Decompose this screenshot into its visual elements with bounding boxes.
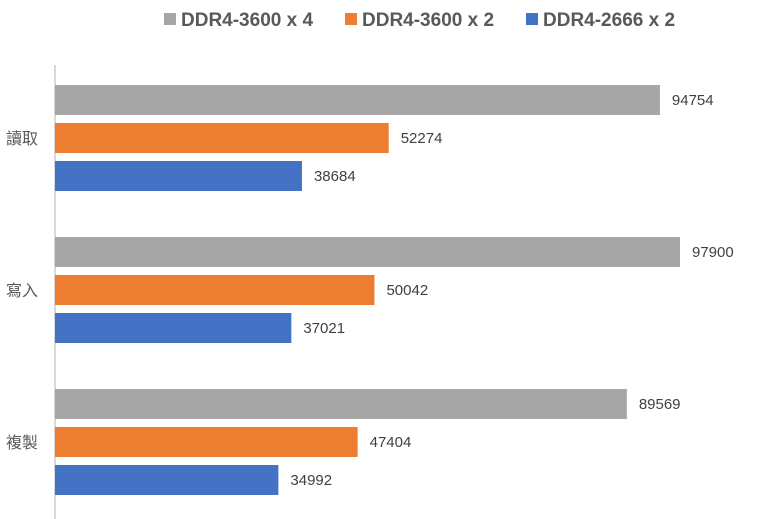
legend-label-2: DDR4-3600 x 2 — [362, 10, 494, 31]
legend-label-3: DDR4-2666 x 2 — [543, 10, 675, 31]
legend: DDR4-3600 x 4 DDR4-3600 x 2 DDR4-2666 x 2 — [164, 10, 675, 31]
bar — [55, 313, 292, 343]
data-label: 37021 — [303, 320, 345, 337]
bar — [55, 123, 389, 153]
data-label: 50042 — [386, 282, 428, 299]
data-label: 52274 — [401, 130, 443, 147]
category-label: 複製 — [6, 433, 38, 452]
data-label: 34992 — [290, 472, 332, 489]
bar — [55, 237, 680, 267]
bar — [55, 275, 375, 305]
data-label: 94754 — [672, 92, 714, 109]
bars — [55, 85, 680, 495]
legend-swatch-2 — [345, 13, 357, 25]
bar — [55, 85, 660, 115]
category-label: 讀取 — [6, 129, 38, 148]
legend-label-1: DDR4-3600 x 4 — [181, 10, 313, 31]
legend-swatch-3 — [526, 13, 538, 25]
bar — [55, 389, 627, 419]
bar — [55, 465, 279, 495]
bar — [55, 427, 358, 457]
category-label: 寫入 — [6, 281, 38, 300]
legend-swatch-1 — [164, 13, 176, 25]
bar — [55, 161, 302, 191]
data-label: 38684 — [314, 168, 356, 185]
data-label: 47404 — [370, 434, 412, 451]
data-label: 89569 — [639, 396, 681, 413]
data-label: 97900 — [692, 244, 734, 261]
data-labels: 94754 52274 38684 97900 50042 37021 89569 47404… — [290, 92, 733, 489]
